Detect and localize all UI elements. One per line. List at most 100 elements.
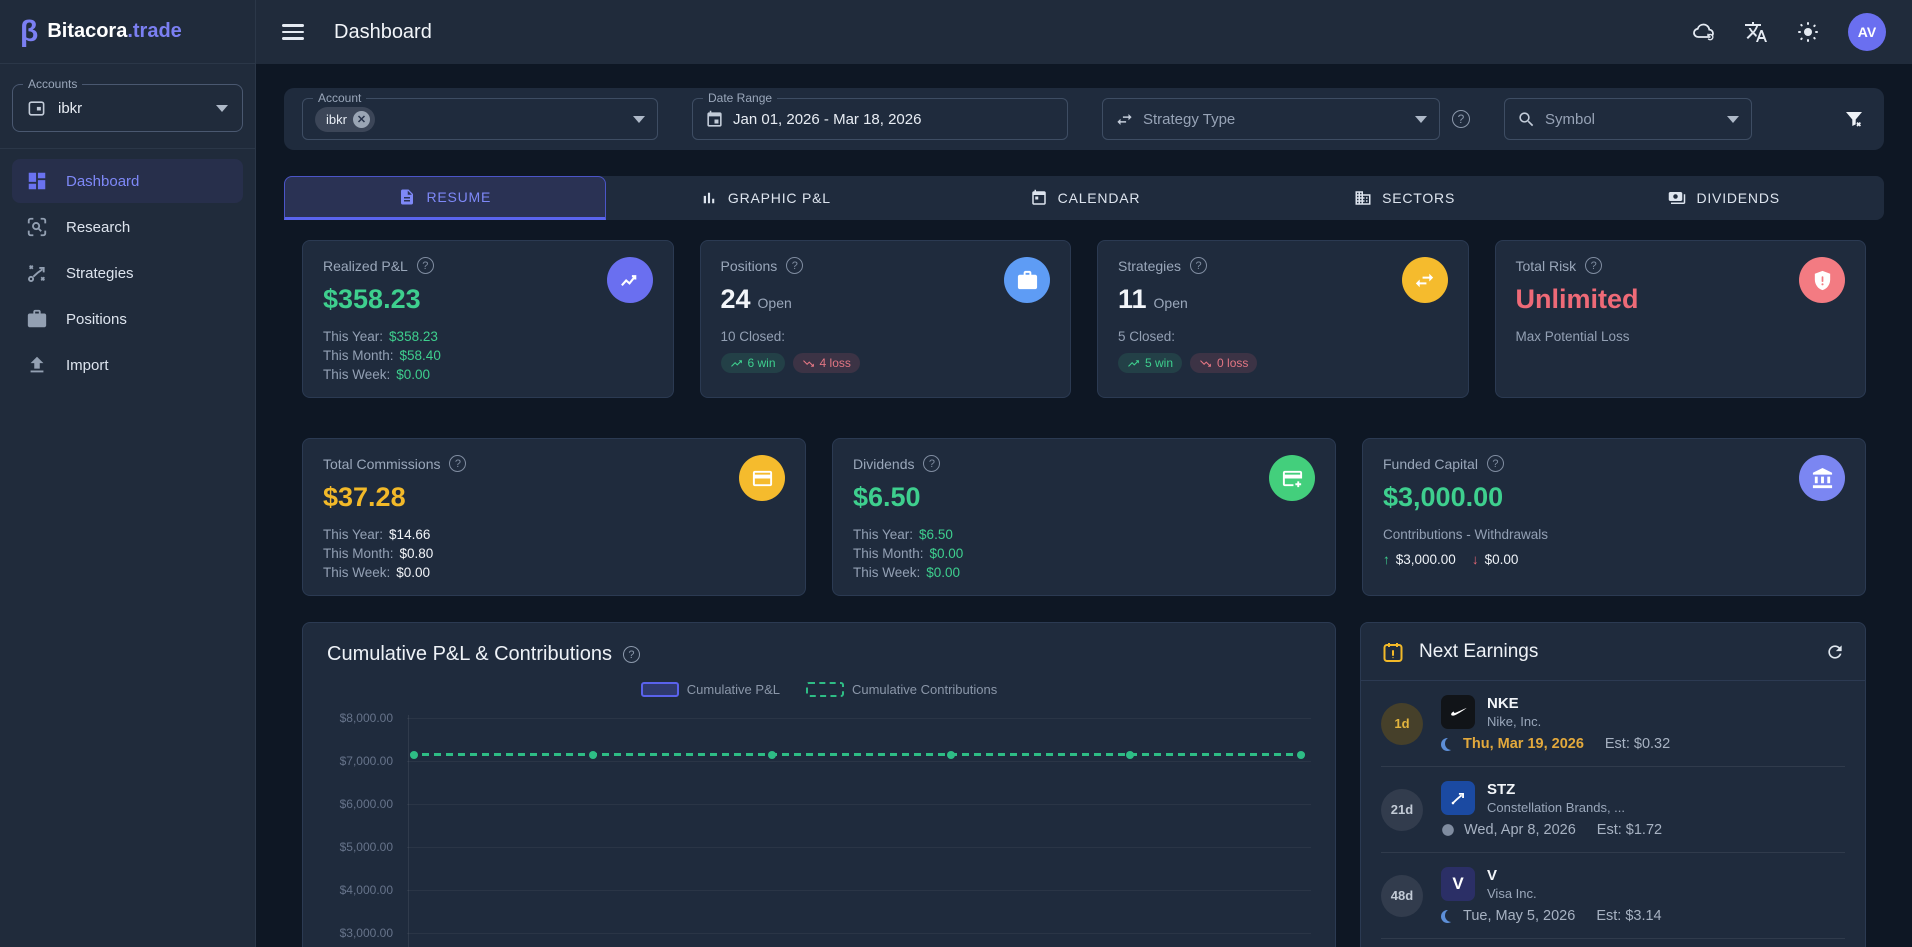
earnings-row-v[interactable]: 48d V V Visa Inc. Tue, xyxy=(1381,853,1845,939)
help-icon[interactable] xyxy=(417,257,434,274)
earnings-row-stz[interactable]: 21d STZ Constellation Brands, ... xyxy=(1381,767,1845,853)
date-range-filter[interactable]: Date Range Jan 01, 2026 - Mar 18, 2026 xyxy=(692,98,1068,140)
sub-value: $0.00 xyxy=(926,565,960,580)
account-filter[interactable]: Account ibkr ✕ xyxy=(302,98,658,140)
sub-value: $0.00 xyxy=(930,546,964,561)
calendar-icon xyxy=(705,110,724,129)
earnings-row-oxy[interactable]: OXY xyxy=(1381,939,1845,947)
earnings-estimate: Est: $1.72 xyxy=(1597,822,1662,838)
sidebar-item-import[interactable]: Import xyxy=(12,343,243,387)
tab-calendar[interactable]: CALENDAR xyxy=(925,176,1245,220)
sidebar-item-research[interactable]: Research xyxy=(12,205,243,249)
days-badge: 21d xyxy=(1381,789,1423,831)
help-icon[interactable] xyxy=(623,646,640,663)
sub-value: $0.00 xyxy=(396,565,430,580)
refresh-icon[interactable] xyxy=(1825,642,1845,662)
symbol-filter[interactable]: Symbol xyxy=(1504,98,1752,140)
bar-chart-icon xyxy=(700,189,718,207)
filter-bar: Account ibkr ✕ Date Range Jan 01, 2026 -… xyxy=(284,88,1884,150)
days-badge: 1d xyxy=(1381,703,1423,745)
realized-pnl-card: Realized P&L $358.23 This Year:$358.23 T… xyxy=(302,240,674,398)
date-range-label: Date Range xyxy=(703,91,777,105)
chip-remove-icon[interactable]: ✕ xyxy=(353,111,370,128)
dividends-card: Dividends $6.50 This Year:$6.50 This Mon… xyxy=(832,438,1336,596)
funded-subtitle: Contributions - Withdrawals xyxy=(1383,527,1548,542)
card-title: Positions xyxy=(721,258,778,274)
sub-label: This Year: xyxy=(323,527,383,542)
legend-cumulative-pnl[interactable]: Cumulative P&L xyxy=(641,682,780,697)
y-axis xyxy=(408,715,409,947)
earnings-date: Wed, Apr 8, 2026 xyxy=(1464,822,1576,838)
sidebar-item-dashboard[interactable]: Dashboard xyxy=(12,159,243,203)
brightness-icon[interactable] xyxy=(1796,20,1820,44)
funded-capital-card: Funded Capital $3,000.00 Contributions -… xyxy=(1362,438,1866,596)
open-label: Open xyxy=(758,295,792,311)
help-icon[interactable] xyxy=(1487,455,1504,472)
calendar-alert-icon xyxy=(1381,640,1405,664)
legend-cumulative-contributions[interactable]: Cumulative Contributions xyxy=(806,682,997,697)
sub-label: This Month: xyxy=(323,348,394,363)
tab-resume[interactable]: RESUME xyxy=(284,176,606,220)
sidebar-item-label: Import xyxy=(66,357,109,374)
chart-legend: Cumulative P&L Cumulative Contributions xyxy=(327,682,1311,697)
sidebar-nav: Dashboard Research Strategies Positions … xyxy=(0,157,255,389)
account-card-icon xyxy=(27,99,46,118)
sub-value: $6.50 xyxy=(919,527,953,542)
strategy-filter-group: Strategy Type xyxy=(1102,98,1470,140)
risk-subtitle: Max Potential Loss xyxy=(1516,329,1630,344)
menu-toggle-button[interactable] xyxy=(282,24,304,40)
translate-icon[interactable] xyxy=(1744,20,1768,44)
y-tick: $6,000.00 xyxy=(327,797,407,811)
chevron-down-icon xyxy=(216,105,228,112)
clear-filters-icon[interactable] xyxy=(1842,107,1866,131)
card-title: Total Commissions xyxy=(323,456,440,472)
arrow-down-icon: ↓ xyxy=(1472,552,1479,567)
trending-down-icon xyxy=(802,357,815,370)
help-icon[interactable] xyxy=(923,455,940,472)
strategy-type-placeholder: Strategy Type xyxy=(1143,111,1235,128)
accounts-select-label: Accounts xyxy=(23,77,82,91)
strategy-type-filter[interactable]: Strategy Type xyxy=(1102,98,1440,140)
sidebar: β Bitacora.trade Accounts ibkr Dashboard… xyxy=(0,0,256,947)
earnings-row-nke[interactable]: 1d NKE Nike, Inc. xyxy=(1381,681,1845,767)
loss-badge: 4 loss xyxy=(793,353,860,373)
chevron-down-icon xyxy=(633,116,645,123)
tab-label: RESUME xyxy=(426,189,491,205)
credit-card-icon xyxy=(739,455,785,501)
calendar-icon xyxy=(1030,189,1048,207)
page-title: Dashboard xyxy=(334,21,432,44)
app-root: β Bitacora.trade Accounts ibkr Dashboard… xyxy=(0,0,1912,947)
strategies-open-count: 11 xyxy=(1118,284,1147,314)
help-icon[interactable] xyxy=(449,455,466,472)
sidebar-item-positions[interactable]: Positions xyxy=(12,297,243,341)
pnl-swatch xyxy=(641,682,679,697)
trending-down-icon xyxy=(1199,357,1212,370)
funded-capital-value: $3,000.00 xyxy=(1383,482,1845,513)
tab-sectors[interactable]: SECTORS xyxy=(1245,176,1565,220)
accounts-select[interactable]: Accounts ibkr xyxy=(12,84,243,132)
earnings-date: Tue, May 5, 2026 xyxy=(1463,908,1575,924)
open-label: Open xyxy=(1154,295,1188,311)
shield-alert-icon xyxy=(1799,257,1845,303)
account-chip-label: ibkr xyxy=(326,112,347,127)
cloud-sync-icon[interactable] xyxy=(1692,20,1716,44)
help-icon[interactable] xyxy=(1585,257,1602,274)
sidebar-item-strategies[interactable]: Strategies xyxy=(12,251,243,295)
avatar[interactable]: AV xyxy=(1848,13,1886,51)
nke-logo xyxy=(1441,695,1475,729)
strategy-icon xyxy=(26,262,48,284)
contributions-swatch xyxy=(806,682,844,697)
help-icon[interactable] xyxy=(1452,110,1470,128)
tab-dividends[interactable]: DIVIDENDS xyxy=(1564,176,1884,220)
tab-graphic-pnl[interactable]: GRAPHIC P&L xyxy=(606,176,926,220)
brand-name: Bitacora xyxy=(47,20,127,42)
help-icon[interactable] xyxy=(1190,257,1207,274)
sub-value: $0.80 xyxy=(400,546,434,561)
sub-label: This Month: xyxy=(323,546,394,561)
help-icon[interactable] xyxy=(786,257,803,274)
tab-label: CALENDAR xyxy=(1058,190,1141,206)
strategies-card: Strategies 11Open 5 Closed: 5 win 0 loss xyxy=(1097,240,1469,398)
after-close-moon-icon xyxy=(1441,738,1454,751)
card-title: Funded Capital xyxy=(1383,456,1478,472)
topbar-actions: AV xyxy=(1692,13,1886,51)
